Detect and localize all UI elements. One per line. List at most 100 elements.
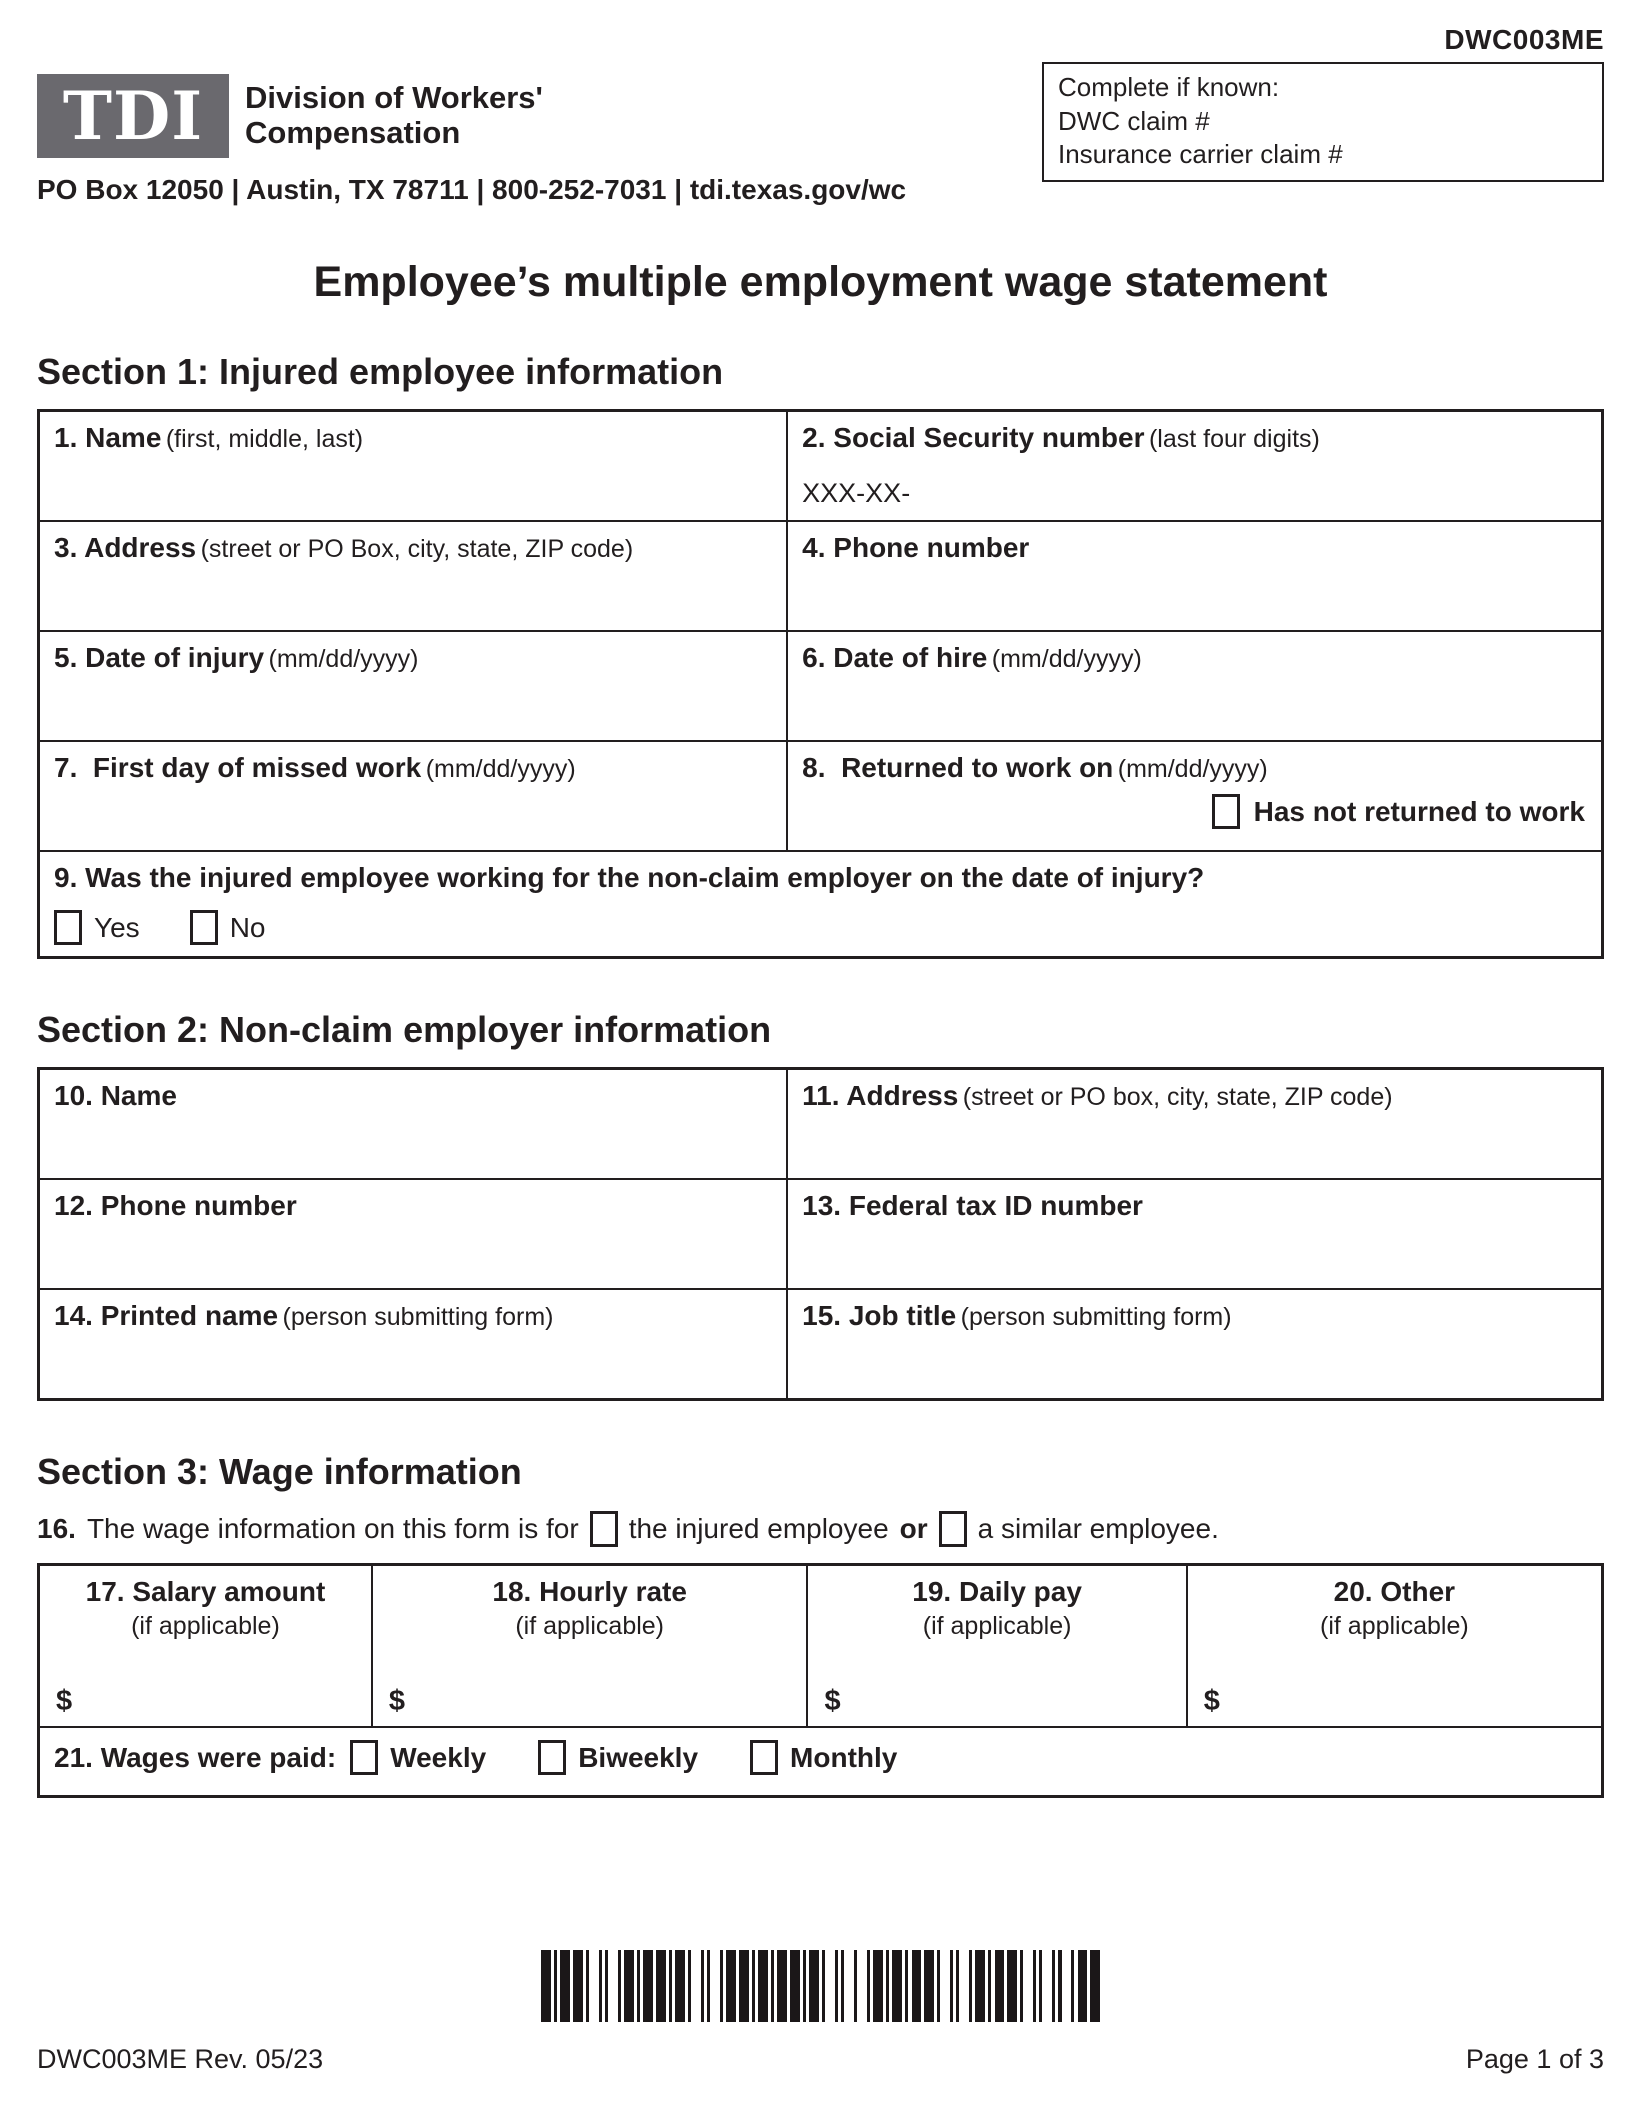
field-cell-4-phone[interactable]: 4. Phone number [786,522,1601,630]
field-label: 19. Daily pay [912,1576,1082,1607]
field-hint: (first, middle, last) [165,425,364,453]
table-row: 21. Wages were paid: Weekly Biweekly Mon… [40,1726,1601,1795]
field-label: 15. Job title [802,1300,957,1331]
field-hint: (last four digits) [1148,425,1320,453]
q16-number: 16. [37,1513,76,1544]
field-hint: (mm/dd/yyyy) [425,755,576,783]
q9-no-checkbox[interactable] [189,910,218,945]
field-cell-21-wages-paid: 21. Wages were paid: Weekly Biweekly Mon… [40,1728,1601,1795]
field-label: 7. First day of missed work [54,752,422,783]
field-hint: (if applicable) [131,1612,280,1640]
field-cell-5-date-of-injury[interactable]: 5. Date of injury (mm/dd/yyyy) [40,632,786,740]
field-cell-10-employer-name[interactable]: 10. Name [40,1070,786,1178]
field-cell-8-returned-to-work[interactable]: 8. Returned to work on (mm/dd/yyyy) Has … [786,742,1601,850]
field-cell-1-name[interactable]: 1. Name (first, middle, last) [40,412,786,520]
page-footer: DWC003ME Rev. 05/23 Page 1 of 3 [37,2044,1604,2075]
field-label: 18. Hourly rate [492,1576,687,1607]
field-hint: (street or PO Box, city, state, ZIP code… [200,535,634,563]
field-cell-18-hourly-rate[interactable]: 18. Hourly rate (if applicable) $ [370,1566,807,1726]
field-label: 4. Phone number [802,532,1030,563]
field-hint: (person submitting form) [960,1303,1232,1331]
claim-numbers-box: Complete if known: DWC claim # Insurance… [1042,62,1604,182]
dollar-sign: $ [56,1685,73,1717]
q16-conjunction: or [899,1513,928,1544]
q21-label: 21. Wages were paid: [54,1741,337,1773]
field-cell-11-employer-address[interactable]: 11. Address (street or PO box, city, sta… [786,1070,1601,1178]
q16-similar-employee-checkbox[interactable] [938,1511,967,1547]
dollar-sign: $ [1203,1685,1220,1717]
q9-yes-label: Yes [94,911,140,943]
field-cell-19-daily-pay[interactable]: 19. Daily pay (if applicable) $ [806,1566,1185,1726]
field-hint: (if applicable) [1320,1612,1469,1640]
carrier-claim-number-field[interactable]: Insurance carrier claim # [1058,139,1343,169]
form-code: DWC003ME [1444,24,1604,55]
field-cell-3-address[interactable]: 3. Address (street or PO Box, city, stat… [40,522,786,630]
weekly-checkbox[interactable] [350,1740,379,1775]
field-hint: (if applicable) [922,1612,1072,1640]
biweekly-checkbox[interactable] [538,1740,567,1775]
q9-yes-checkbox[interactable] [54,910,82,945]
field-label: 8. Returned to work on [802,752,1114,783]
dollar-sign: $ [388,1685,406,1717]
field-hint: (mm/dd/yyyy) [1117,755,1268,783]
weekly-label: Weekly [390,1741,487,1773]
table-row: 5. Date of injury (mm/dd/yyyy) 6. Date o… [40,630,1601,740]
field-cell-14-printed-name[interactable]: 14. Printed name (person submitting form… [40,1290,786,1398]
field-label: 3. Address [54,532,197,563]
table-row: 7. First day of missed work (mm/dd/yyyy)… [40,740,1601,850]
field-label: 17. Salary amount [85,1576,326,1607]
field-label: 6. Date of hire [802,642,988,673]
q16-injured-employee-checkbox[interactable] [589,1511,618,1547]
header: TDI Division of Workers' Compensation PO… [37,62,1604,206]
claim-box-title: Complete if known: [1058,72,1280,102]
field-label: 2. Social Security number [802,422,1145,453]
barcode [541,1950,1100,2022]
field-cell-17-salary-amount[interactable]: 17. Salary amount (if applicable) $ [40,1566,371,1726]
field-cell-20-other[interactable]: 20. Other (if applicable) $ [1185,1566,1601,1726]
agency-name-line2: Compensation [245,115,461,150]
table-row: 12. Phone number 13. Federal tax ID numb… [40,1178,1601,1288]
section1-table: 1. Name (first, middle, last) 2. Social … [37,409,1604,959]
q16-option1-label: the injured employee [628,1513,889,1544]
field-hint: (if applicable) [515,1612,665,1640]
q16-text: The wage information on this form is for [86,1513,579,1544]
agency-header: TDI Division of Workers' Compensation PO… [37,74,906,206]
q9-question: 9. Was the injured employee working for … [54,862,1205,893]
monthly-checkbox[interactable] [750,1740,779,1775]
page-title: Employee’s multiple employment wage stat… [313,258,1328,306]
field-cell-6-date-of-hire[interactable]: 6. Date of hire (mm/dd/yyyy) [786,632,1601,740]
has-not-returned-checkbox[interactable] [1211,794,1240,829]
agency-contact-line: PO Box 12050 | Austin, TX 78711 | 800-25… [37,174,907,205]
field-hint: (street or PO box, city, state, ZIP code… [962,1083,1393,1111]
agency-name: Division of Workers' Compensation [245,81,543,150]
table-row: 14. Printed name (person submitting form… [40,1288,1601,1398]
field-cell-15-job-title[interactable]: 15. Job title (person submitting form) [786,1290,1601,1398]
dollar-sign: $ [824,1685,841,1717]
monthly-label: Monthly [790,1741,898,1773]
section1-heading: Section 1: Injured employee information [37,351,724,392]
field-label: 10. Name [54,1080,177,1111]
field-cell-12-employer-phone[interactable]: 12. Phone number [40,1180,786,1288]
tdi-logo: TDI [37,74,229,158]
field-hint: (mm/dd/yyyy) [268,645,419,673]
field-label: 5. Date of injury [54,642,265,673]
q16-statement: 16. The wage information on this form is… [37,1511,1604,1547]
field-hint: (mm/dd/yyyy) [991,645,1142,673]
field-label: 12. Phone number [54,1190,297,1221]
field-label: 1. Name [54,422,162,453]
dwc-claim-number-field[interactable]: DWC claim # [1058,105,1210,136]
field-cell-2-ssn[interactable]: 2. Social Security number (last four dig… [786,412,1601,520]
field-cell-7-first-missed-day[interactable]: 7. First day of missed work (mm/dd/yyyy) [40,742,786,850]
has-not-returned-label: Has not returned to work [1253,795,1585,827]
section3-table: 17. Salary amount (if applicable) $ 18. … [37,1563,1604,1798]
table-row: 3. Address (street or PO Box, city, stat… [40,520,1601,630]
field-cell-9-working-question: 9. Was the injured employee working for … [40,852,1601,956]
q9-no-label: No [229,911,266,943]
table-row: 9. Was the injured employee working for … [40,850,1601,956]
field-label: 20. Other [1333,1576,1456,1607]
footer-page-number: Page 1 of 3 [1465,2044,1604,2074]
q16-option2-label: a similar employee. [977,1513,1219,1544]
field-label: 11. Address [802,1080,959,1111]
field-cell-13-federal-tax-id[interactable]: 13. Federal tax ID number [786,1180,1601,1288]
